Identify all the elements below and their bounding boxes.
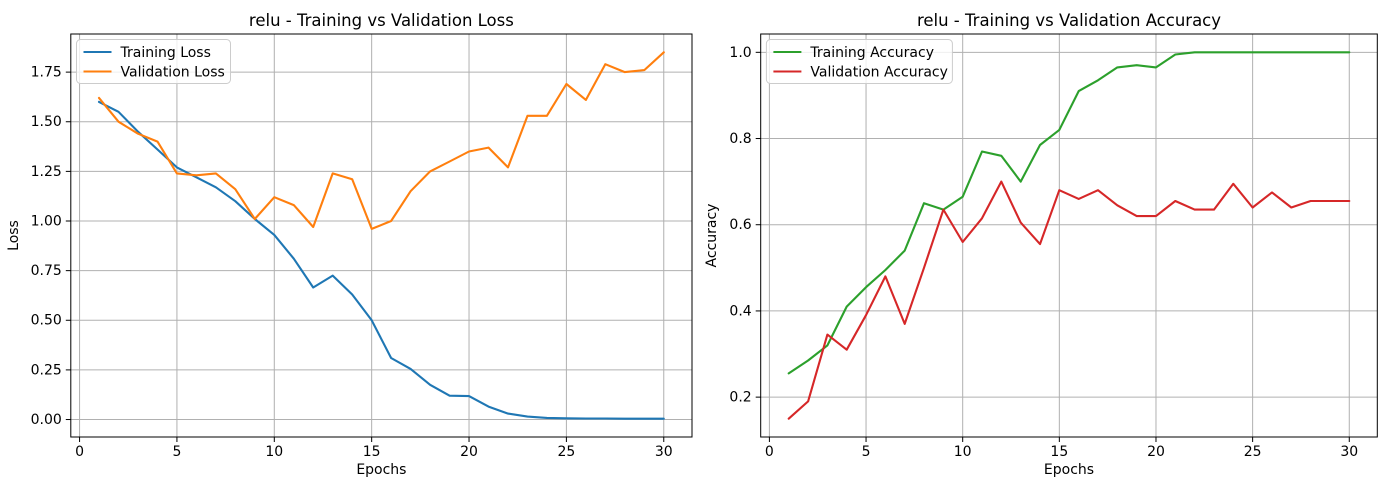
x-tick-label: 0 [765, 444, 774, 460]
x-axis-label: Epochs [356, 462, 406, 478]
training-loss-line [97, 100, 665, 420]
plot-border [70, 33, 693, 438]
chart-title: relu - Training vs Validation Accuracy [917, 11, 1221, 30]
legend-label: Training Loss [120, 45, 211, 61]
y-tick-label: 0.4 [729, 303, 751, 319]
legend-accuracy: Training Accuracy Validation Accuracy [765, 39, 953, 84]
x-tick-label: 0 [75, 444, 84, 460]
legend-loss: Training Loss Validation Loss [76, 39, 231, 84]
x-tick-label: 10 [954, 444, 972, 460]
y-tick-label: 0.8 [729, 131, 751, 147]
x-tick-label: 5 [172, 444, 181, 460]
grid-accuracy [760, 34, 1378, 437]
legend-label: Training Accuracy [809, 45, 934, 61]
x-tick-label: 20 [1147, 444, 1165, 460]
x-tick-label: 30 [1340, 444, 1358, 460]
y-axis-label: Accuracy [704, 204, 720, 268]
validation-accuracy-line [787, 180, 1351, 420]
y-tick-label: 0.2 [729, 390, 751, 406]
y-tick-label: 0.50 [31, 313, 62, 329]
chart-accuracy: 0 5 10 15 20 25 30 0.2 0.4 0.6 0.8 1.0 relu - Traini… [704, 11, 1378, 478]
x-tick-label: 15 [1050, 444, 1068, 460]
y-tick-label: 1.25 [31, 164, 62, 180]
y-tick-label: 1.50 [31, 114, 62, 130]
x-tick-label: 30 [655, 444, 673, 460]
y-axis-label: Loss [6, 220, 22, 251]
legend-box [76, 39, 231, 84]
y-tick-label: 1.0 [729, 45, 751, 61]
plot-border [760, 33, 1378, 438]
x-tick-label: 15 [363, 444, 381, 460]
y-tick-label: 0.75 [31, 263, 62, 279]
y-tick-label: 1.75 [31, 65, 62, 81]
x-tick-label: 25 [557, 444, 575, 460]
legend-label: Validation Loss [121, 64, 225, 80]
chart-loss: 0 5 10 15 20 25 30 0.00 0.25 0.50 0.75 1.00 1.25 1.50… [6, 11, 693, 478]
y-tick-label: 0.25 [31, 362, 62, 378]
x-tick-label: 5 [862, 444, 871, 460]
y-tick-label: 0.00 [31, 412, 62, 428]
x-axis-label: Epochs [1044, 462, 1094, 478]
y-tick-label: 1.00 [31, 213, 62, 229]
x-tick-label: 25 [1244, 444, 1262, 460]
legend-label: Validation Accuracy [810, 64, 948, 80]
training-accuracy-line [787, 51, 1351, 375]
grid-loss [70, 34, 692, 437]
y-tick-label: 0.6 [729, 217, 751, 233]
x-tick-label: 10 [265, 444, 283, 460]
legend-box [765, 39, 953, 84]
validation-loss-line [97, 51, 665, 230]
x-tick-label: 20 [460, 444, 478, 460]
chart-title: relu - Training vs Validation Loss [249, 11, 514, 30]
